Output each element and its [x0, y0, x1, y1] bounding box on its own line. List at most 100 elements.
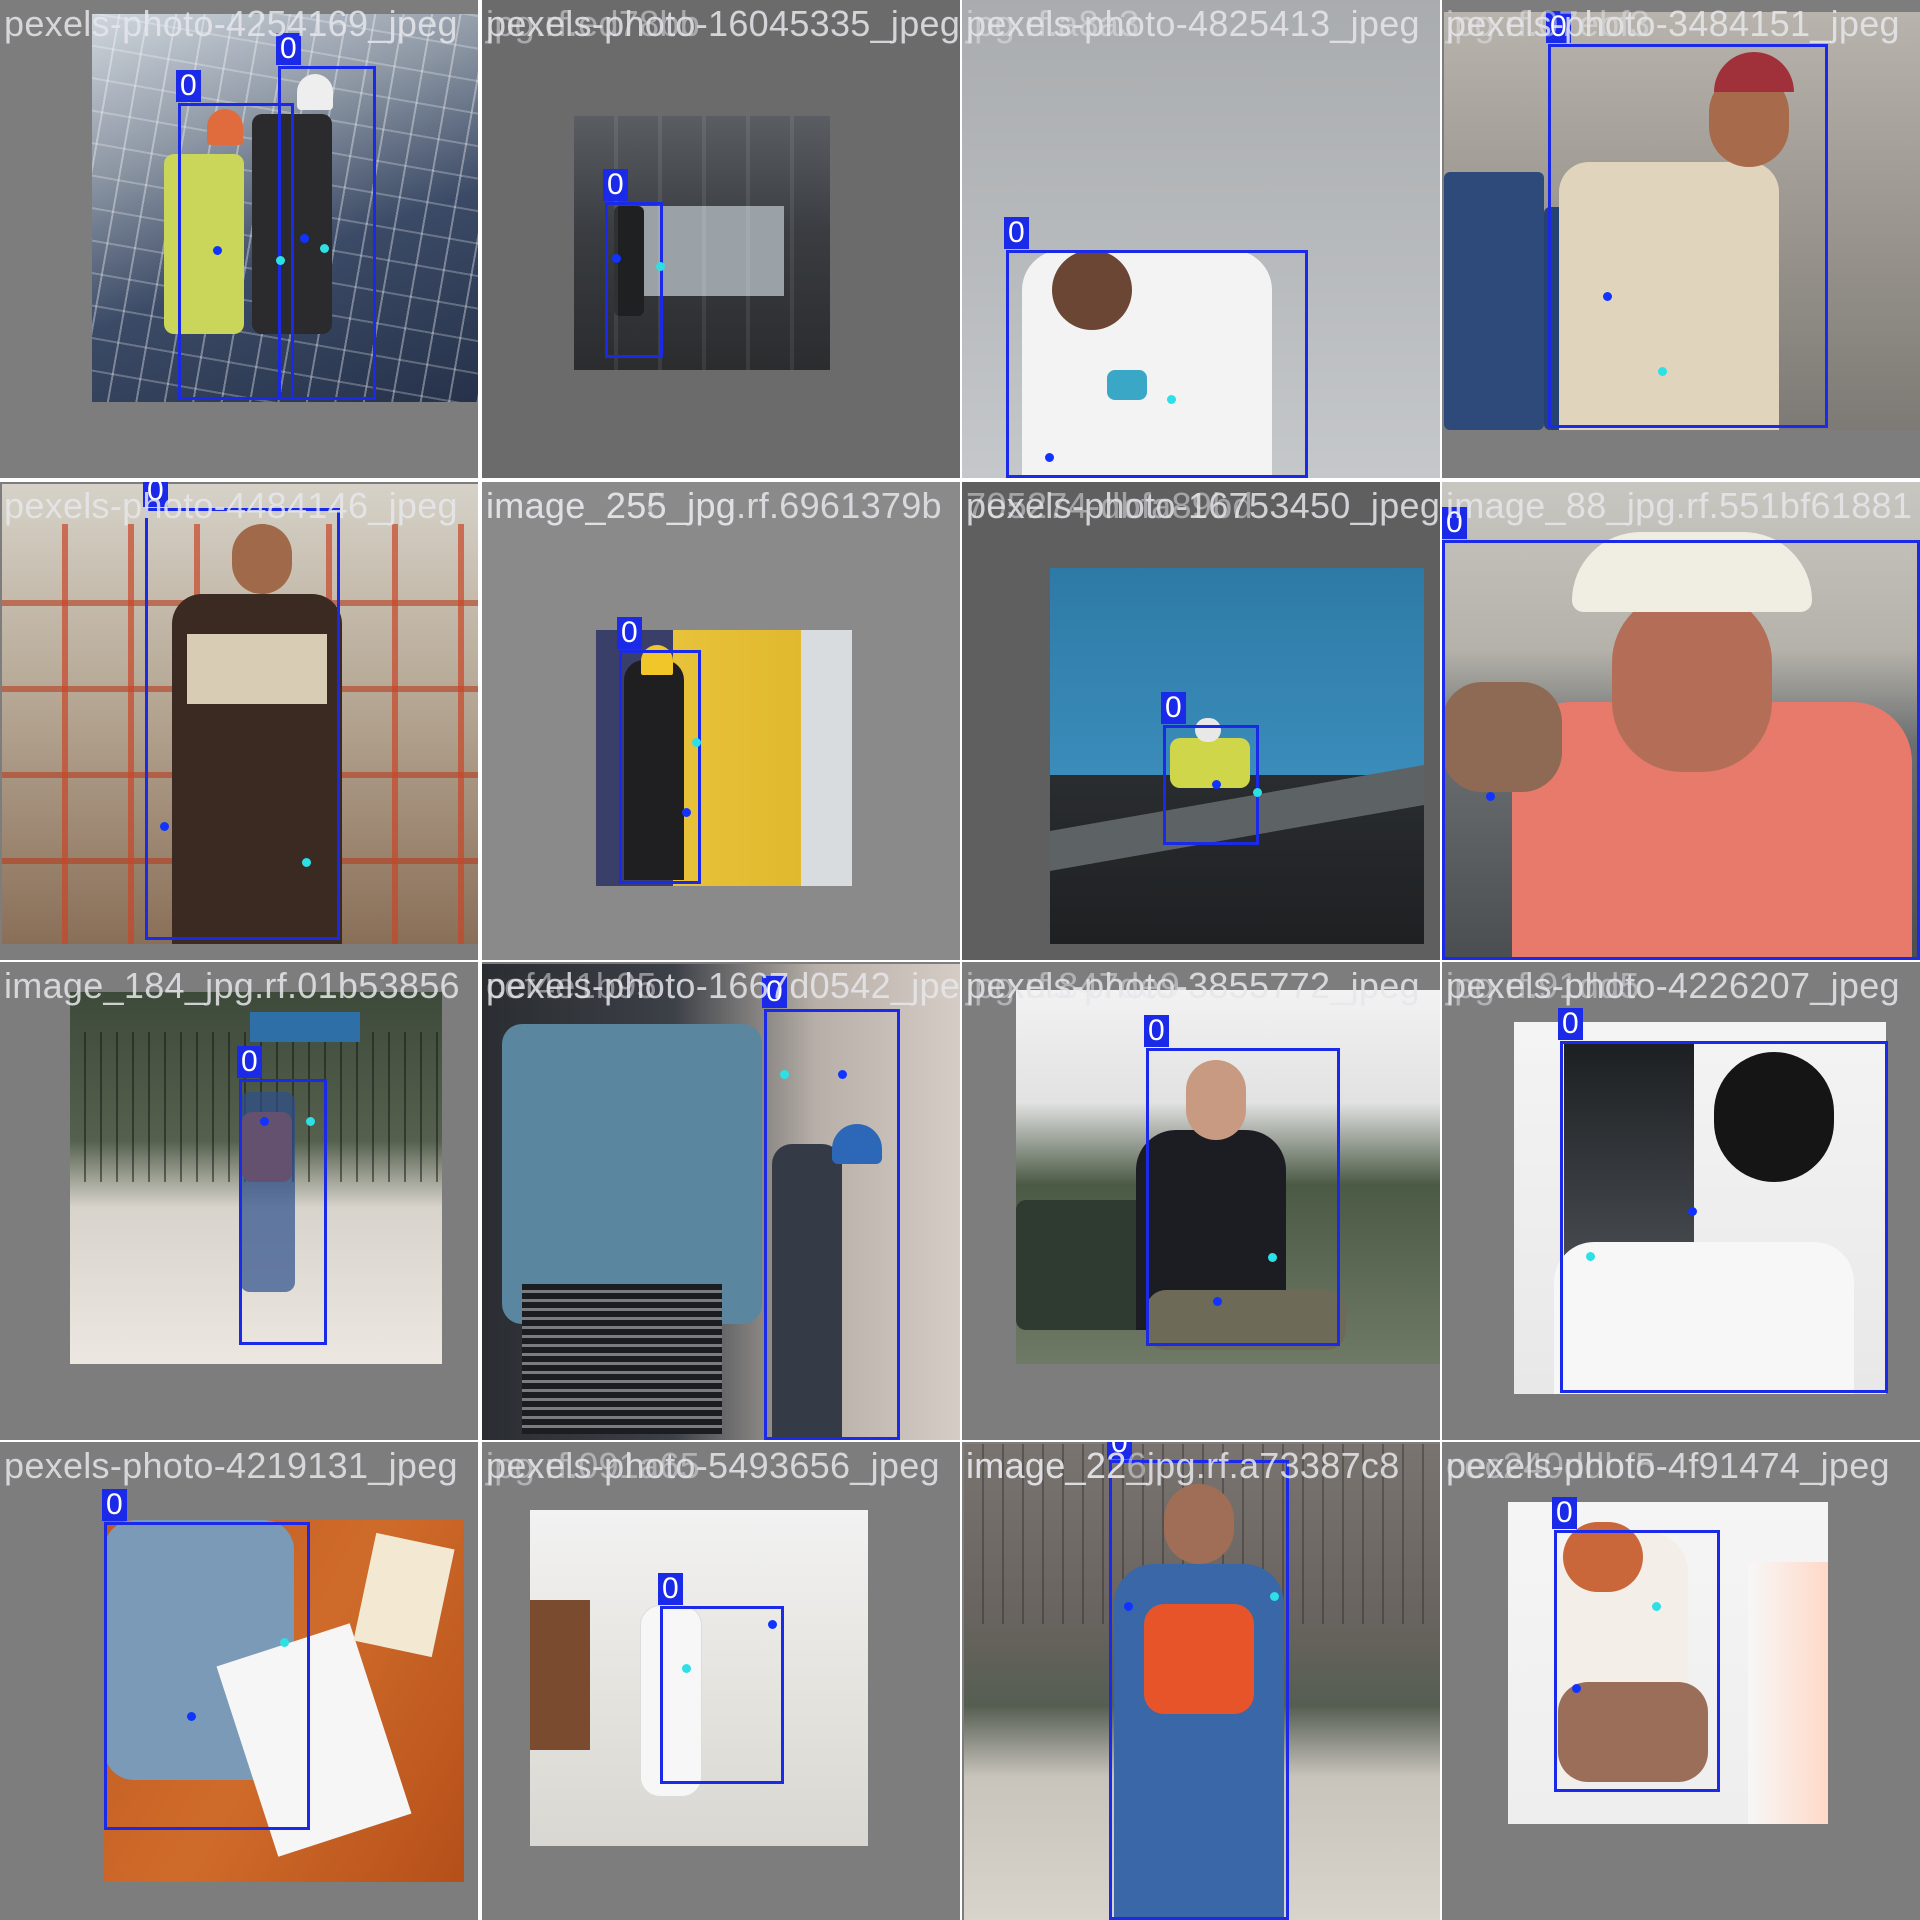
keypoint [1167, 395, 1176, 404]
tile-filename-overlay: cec240ddbf5 [1446, 1445, 1656, 1486]
class-label: 0 [1546, 11, 1571, 43]
detection-box [278, 66, 376, 400]
keypoint [1652, 1602, 1661, 1611]
tile-filename-overlay: jpg.rf.91dd5 [1446, 965, 1640, 1006]
tile-filename: pexels-photo-4254169_jpeg [4, 3, 458, 44]
keypoint [1586, 1252, 1595, 1261]
keypoint [213, 246, 222, 255]
tile-photo [530, 1510, 868, 1846]
tile-photo [92, 14, 478, 402]
class-label: 0 [1558, 1008, 1583, 1040]
keypoint [780, 1070, 789, 1079]
keypoint [682, 808, 691, 817]
detection-box [1163, 725, 1259, 845]
tile-filename: image_22_jpg.rf.a73387c8 [966, 1445, 1400, 1486]
tile-photo [1016, 990, 1440, 1364]
keypoint [302, 858, 311, 867]
tile-filename: pexels-photo-3484151_jpeg [1446, 3, 1900, 44]
tile-filename-overlay: jpg.rf.a8a3 [966, 3, 1140, 44]
class-label: 0 [102, 1489, 127, 1521]
tile-photo [1508, 1502, 1828, 1824]
class-label: 0 [1161, 692, 1186, 724]
tile-14: pexels-photo-5493656_jpeg 0 jpg.rf.091a6… [482, 1442, 960, 1920]
detection-box [764, 1009, 900, 1440]
keypoint [320, 244, 329, 253]
tile-photo [482, 964, 960, 1440]
keypoint [682, 1664, 691, 1673]
tile-filename-overlay: jpg.rf.847de9 [966, 965, 1181, 1006]
keypoint [1212, 780, 1221, 789]
keypoint [160, 822, 169, 831]
tile-11: pexels-photo-3855772_jpeg 0 jpg.rf.847de… [962, 962, 1440, 1440]
detection-box [239, 1079, 327, 1345]
tile-photo [962, 0, 1440, 478]
keypoint [612, 254, 621, 263]
detection-box [660, 1606, 784, 1784]
tile-filename: image_88_jpg.rf.551bf61881 [1446, 485, 1913, 526]
tile-filename-overlay: image_226 [966, 1445, 1147, 1486]
class-label: 0 [1004, 217, 1029, 249]
tile-photo [70, 992, 442, 1364]
tile-filename: pexels-photo-1667d0542_jpeg [486, 965, 960, 1006]
class-label: 0 [603, 169, 628, 201]
keypoint [260, 1117, 269, 1126]
tile-5: pexels-photo-4484146_jpeg 0 [0, 482, 478, 960]
tile-filename-overlay: jpg.rf.ed78bb [486, 3, 701, 44]
tile-filename: image_184_jpg.rf.01b53856 [4, 965, 460, 1006]
keypoint [768, 1620, 777, 1629]
tile-photo [1442, 482, 1920, 960]
tile-filename-overlay: cef4e1b95 [486, 965, 657, 1006]
detection-box [619, 650, 701, 884]
detection-box [605, 202, 663, 358]
keypoint [1603, 292, 1612, 301]
tile-filename-overlay: 705274-dbfa89bd [966, 485, 1253, 526]
class-label: 0 [176, 70, 201, 102]
detection-box [1548, 44, 1828, 428]
keypoint [187, 1712, 196, 1721]
tile-photo [1514, 1022, 1886, 1394]
tile-filename: pexels-photo-16045335_jpeg [486, 3, 960, 44]
tile-photo [574, 116, 830, 370]
tile-photo [2, 484, 478, 944]
tile-12: pexels-photo-4226207_jpeg 0 jpg.rf.91dd5 [1442, 962, 1920, 1440]
keypoint [300, 234, 309, 243]
tile-filename: pexels-photo-16753450_jpeg [966, 485, 1440, 526]
keypoint [1213, 1297, 1222, 1306]
tile-2: pexels-photo-16045335_jpeg 0 jpg.rf.ed78… [482, 0, 960, 478]
class-label: 0 [1552, 1497, 1577, 1529]
keypoint [1124, 1602, 1133, 1611]
tile-photo [1444, 12, 1920, 430]
tile-filename: image_255_jpg.rf.6961379b [486, 485, 942, 526]
keypoint [656, 262, 665, 271]
tile-filename: pexels-photo-4f91474_jpeg [1446, 1445, 1890, 1486]
class-label: 0 [658, 1573, 683, 1605]
tile-photo [596, 630, 852, 886]
tile-3: pexels-photo-4825413_jpeg 0 jpg.rf.a8a3 [962, 0, 1440, 478]
tile-8: image_88_jpg.rf.551bf61881 0 [1442, 482, 1920, 960]
tile-4: pexels-photo-3484151_jpeg 0 jpg.rf.07ebf… [1442, 0, 1920, 478]
keypoint [838, 1070, 847, 1079]
keypoint [1045, 453, 1054, 462]
class-label: 0 [1144, 1015, 1169, 1047]
keypoint [692, 738, 701, 747]
tile-filename: pexels-photo-3855772_jpeg [966, 965, 1420, 1006]
tile-filename: pexels-photo-4825413_jpeg [966, 3, 1420, 44]
detection-box [145, 508, 340, 940]
tile-16: pexels-photo-4f91474_jpeg 0 cec240ddbf5 [1442, 1442, 1920, 1920]
tile-7: pexels-photo-16753450_jpeg 0 705274-dbfa… [962, 482, 1440, 960]
tile-filename: pexels-photo-4219131_jpeg [4, 1445, 458, 1486]
tile-6: image_255_jpg.rf.6961379b 0 image_256_jp… [482, 482, 960, 960]
detection-box [178, 103, 294, 400]
tile-photo [964, 1444, 1440, 1920]
tile-10: pexels-photo-1667d0542_jpeg 0 cef4e1b95 [482, 962, 960, 1440]
tile-filename: pexels-photo-4226207_jpeg [1446, 965, 1900, 1006]
tile-filename: pexels-photo-4484146_jpeg [4, 485, 458, 526]
tile-filename-overlay: image_256_jpg [486, 485, 737, 526]
detection-box [1560, 1041, 1888, 1393]
detection-box [1006, 250, 1308, 478]
class-label: 0 [143, 482, 168, 507]
keypoint [1658, 367, 1667, 376]
tile-13: pexels-photo-4219131_jpeg 0 [0, 1442, 478, 1920]
tile-1: pexels-photo-4254169_jpeg 0 0 [0, 0, 478, 478]
